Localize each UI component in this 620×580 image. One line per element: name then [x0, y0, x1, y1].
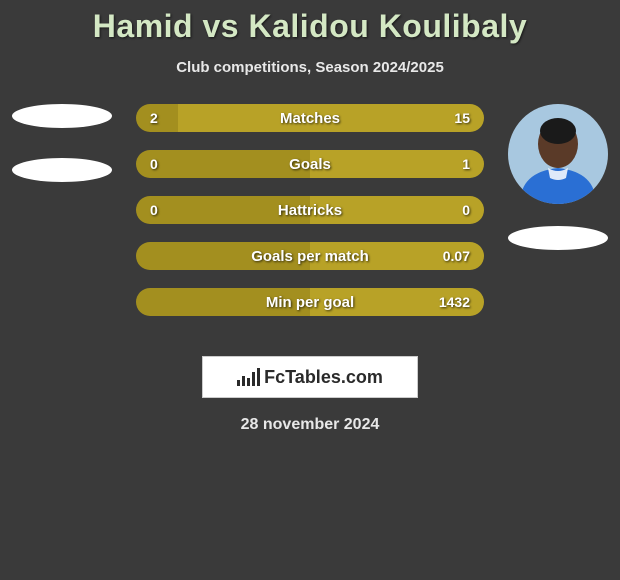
- player-hair: [540, 118, 576, 144]
- logo-box: FcTables.com: [202, 356, 418, 398]
- stat-label: Goals per match: [251, 248, 369, 265]
- stat-value-right: 1432: [439, 294, 470, 310]
- date-label: 28 november 2024: [0, 416, 620, 434]
- stats-area: 2 Matches 15 0 Goals 1 0 Hattricks 0 Goals per ma…: [0, 104, 620, 334]
- stat-label: Min per goal: [266, 294, 354, 311]
- page-title: Hamid vs Kalidou Koulibaly: [0, 8, 620, 45]
- stat-label: Hattricks: [278, 202, 342, 219]
- stat-label: Goals: [289, 156, 331, 173]
- stat-value-right: 1: [462, 156, 470, 172]
- stat-value-right: 0.07: [443, 248, 470, 264]
- stat-value-left: 0: [150, 156, 158, 172]
- stat-value-right: 15: [454, 110, 470, 126]
- stat-value-left: 2: [150, 110, 158, 126]
- stat-row: 0 Hattricks 0: [136, 196, 484, 224]
- stat-row: Min per goal 1432: [136, 288, 484, 316]
- stat-bar-left-fill: [136, 150, 310, 178]
- stat-bars: 2 Matches 15 0 Goals 1 0 Hattricks 0 Goals per ma…: [136, 104, 484, 316]
- player-right-name-pill: [508, 226, 608, 250]
- player-left-avatar-placeholder: [12, 104, 112, 128]
- stat-value-right: 0: [462, 202, 470, 218]
- subtitle: Club competitions, Season 2024/2025: [0, 59, 620, 76]
- player-right-column: [502, 104, 614, 250]
- stat-label: Matches: [280, 110, 340, 127]
- stat-bar-right-fill: [310, 150, 484, 178]
- player-right-image: [508, 104, 608, 204]
- stat-row: Goals per match 0.07: [136, 242, 484, 270]
- stat-row: 0 Goals 1: [136, 150, 484, 178]
- player-right-avatar: [508, 104, 608, 204]
- logo-text: FcTables.com: [264, 367, 383, 388]
- player-left-name-pill: [12, 158, 112, 182]
- stat-value-left: 0: [150, 202, 158, 218]
- stat-row: 2 Matches 15: [136, 104, 484, 132]
- logo-chart-icon: [237, 368, 260, 386]
- player-left-column: [6, 104, 118, 182]
